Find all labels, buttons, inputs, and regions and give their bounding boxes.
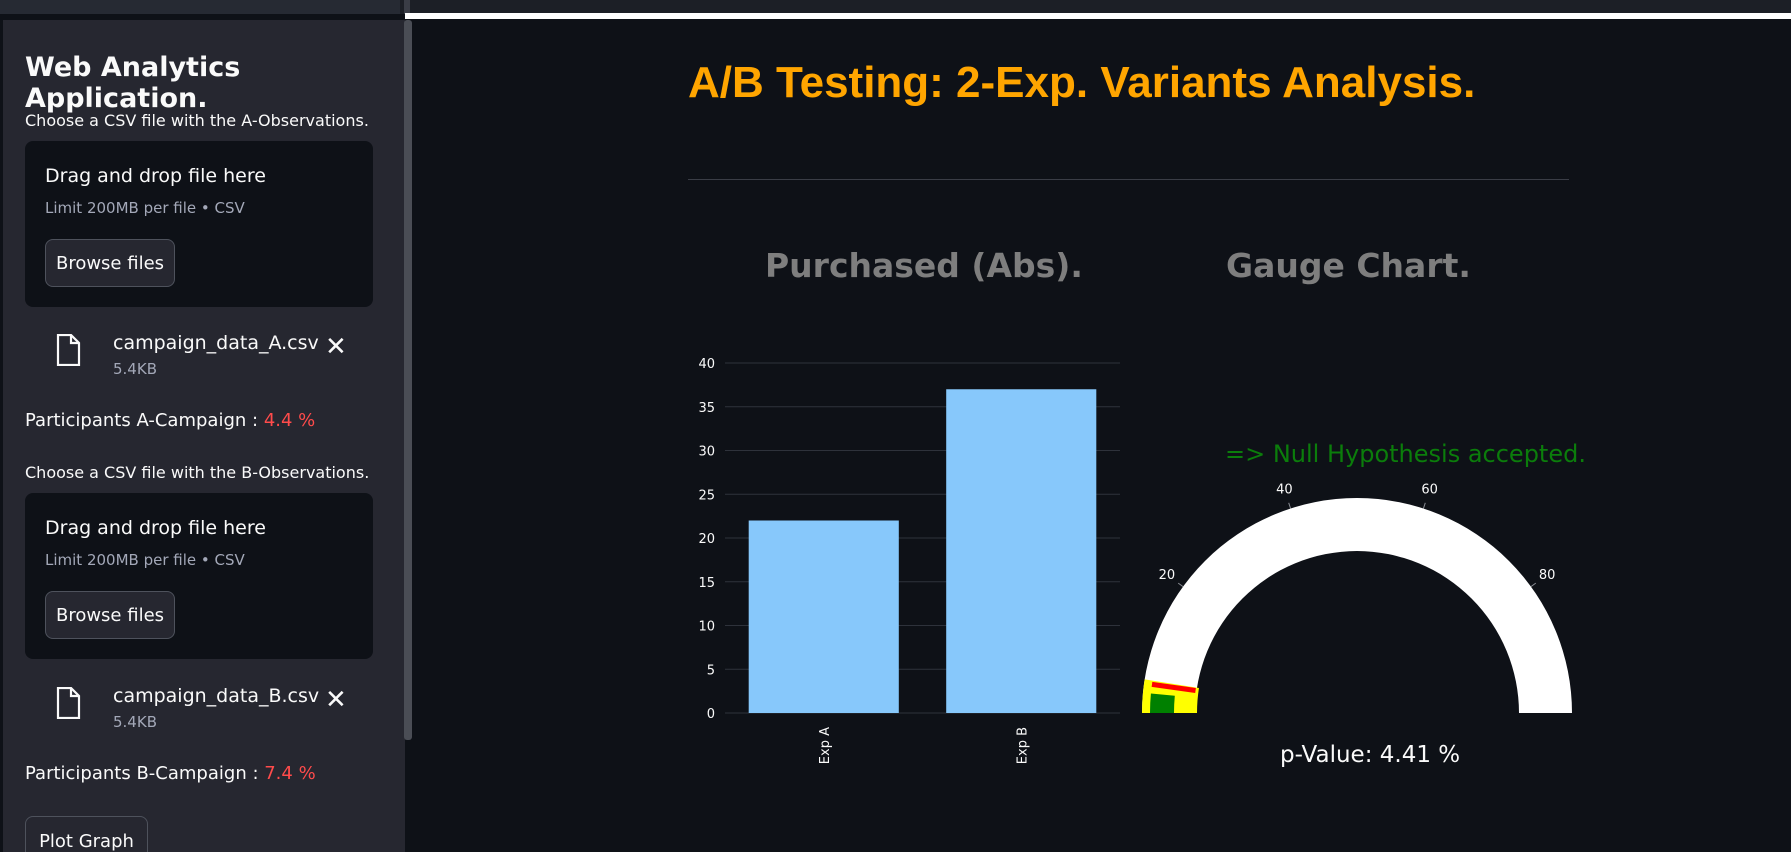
y-tick-label: 30 — [698, 445, 715, 460]
gauge-tick-label: 80 — [1539, 568, 1556, 583]
y-tick-label: 0 — [707, 707, 715, 722]
y-tick-label: 5 — [707, 663, 715, 678]
dropzone-title: Drag and drop file here — [45, 165, 266, 187]
gauge-tick-label: 40 — [1276, 483, 1293, 498]
participants-a-value: 4.4 % — [263, 410, 316, 431]
uploaded-file-b: campaign_data_B.csv 5.4KB ✕ — [25, 679, 373, 739]
gauge-tick — [1288, 502, 1292, 509]
file-name: campaign_data_B.csv — [113, 685, 320, 707]
bar-exp-b[interactable] — [946, 389, 1097, 713]
gauge-step-green — [1150, 693, 1175, 713]
dropzone-limit: Limit 200MB per file • CSV — [45, 551, 245, 569]
toolbar-segment — [0, 0, 400, 14]
x-tick-label: Exp A — [818, 727, 833, 764]
participants-a: Participants A-Campaign : 4.4 % — [25, 410, 315, 431]
y-tick-label: 35 — [698, 401, 715, 416]
divider — [688, 179, 1569, 180]
file-size: 5.4KB — [113, 360, 157, 378]
gauge-tick — [1530, 582, 1537, 588]
file-dropzone-a[interactable]: Drag and drop file here Limit 200MB per … — [25, 141, 373, 307]
bar-exp-a[interactable] — [748, 520, 899, 714]
bar-chart-title: Purchased (Abs). — [765, 246, 1083, 285]
app-title: Web Analytics Application. — [25, 52, 241, 114]
participants-b: Participants B-Campaign : 7.4 % — [25, 763, 316, 784]
browse-files-button-a[interactable]: Browse files — [45, 239, 175, 287]
toolbar-divider — [404, 0, 410, 14]
file-dropzone-b[interactable]: Drag and drop file here Limit 200MB per … — [25, 493, 373, 659]
gauge-chart-title: Gauge Chart. — [1226, 246, 1471, 285]
close-icon[interactable]: ✕ — [325, 685, 347, 715]
participants-b-label: Participants B-Campaign : — [25, 763, 265, 784]
participants-b-value: 7.4 % — [264, 763, 316, 784]
uploaded-file-a: campaign_data_A.csv 5.4KB ✕ — [25, 326, 373, 386]
file-icon — [56, 687, 81, 719]
sidebar-scrollbar[interactable] — [404, 20, 412, 740]
gauge-tick-label: 20 — [1159, 568, 1176, 583]
gauge-threshold — [1151, 681, 1196, 693]
gauge-tick — [1422, 502, 1426, 509]
dropzone-title: Drag and drop file here — [45, 517, 266, 539]
y-tick-label: 15 — [698, 576, 715, 591]
dropzone-limit: Limit 200MB per file • CSV — [45, 199, 245, 217]
file-name: campaign_data_A.csv — [113, 332, 319, 354]
header-line — [405, 13, 1791, 19]
hypothesis-result: => Null Hypothesis accepted. — [1225, 440, 1586, 468]
sidebar: Web Analytics Application. Choose a CSV … — [3, 20, 405, 852]
p-value: p-Value: 4.41 % — [1280, 742, 1461, 768]
y-tick-label: 40 — [698, 357, 715, 372]
upload-b-label: Choose a CSV file with the B-Observation… — [25, 463, 370, 482]
file-size: 5.4KB — [113, 713, 157, 731]
y-tick-label: 20 — [698, 532, 715, 547]
page-title: A/B Testing: 2-Exp. Variants Analysis. — [688, 58, 1476, 107]
gauge-tick — [1177, 582, 1184, 588]
browse-files-button-b[interactable]: Browse files — [45, 591, 175, 639]
x-tick-label: Exp B — [1015, 727, 1030, 764]
file-icon — [56, 334, 81, 366]
gauge-tick-label: 60 — [1421, 483, 1438, 498]
upload-a-label: Choose a CSV file with the A-Observation… — [25, 111, 369, 130]
top-toolbar — [0, 0, 1791, 14]
y-tick-label: 10 — [698, 620, 715, 635]
bar-chart: 0 5 10 15 20 25 30 35 40 Exp A Exp B — [698, 357, 1120, 764]
plot-graph-button[interactable]: Plot Graph — [25, 816, 148, 852]
participants-a-label: Participants A-Campaign : — [25, 410, 264, 431]
y-tick-label: 25 — [698, 488, 715, 503]
close-icon[interactable]: ✕ — [325, 332, 347, 362]
gauge-chart: 20 40 60 80 — [1142, 483, 1572, 713]
gauge-bar — [1142, 498, 1572, 713]
